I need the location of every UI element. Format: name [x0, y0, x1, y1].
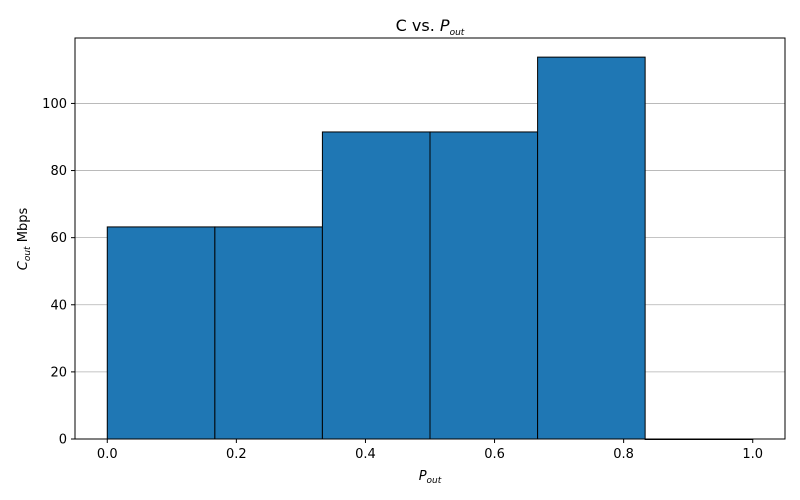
bars — [106, 56, 754, 440]
x-tick-label: 0.6 — [484, 447, 505, 462]
bar-2 — [321, 131, 431, 440]
x-tick-label: 0.2 — [226, 447, 247, 462]
y-tick-label: 100 — [42, 97, 67, 112]
bar-0 — [106, 226, 216, 440]
bar-4 — [537, 56, 646, 440]
chart-title: C vs. Pout — [396, 16, 465, 38]
bar-1 — [214, 226, 323, 440]
x-axis-ticks: 0.0 0.2 0.4 0.6 0.8 1.0 — [97, 439, 763, 462]
y-axis-label: Cout Mbps — [16, 208, 33, 271]
y-tick-label: 20 — [50, 365, 67, 380]
plot-frame — [74, 37, 786, 440]
x-tick-label: 0.8 — [613, 447, 634, 462]
y-tick-label: 60 — [50, 231, 67, 246]
x-tick-label: 0.0 — [97, 447, 118, 462]
y-tick-label: 40 — [50, 298, 67, 313]
x-axis-label: Pout — [419, 469, 442, 486]
y-tick-label: 80 — [50, 164, 67, 179]
y-axis-ticks: 0 20 40 60 80 100 — [42, 97, 75, 448]
y-tick-label: 0 — [59, 433, 67, 448]
x-tick-label: 1.0 — [742, 447, 763, 462]
x-tick-label: 0.4 — [355, 447, 376, 462]
bar-3 — [429, 131, 539, 440]
